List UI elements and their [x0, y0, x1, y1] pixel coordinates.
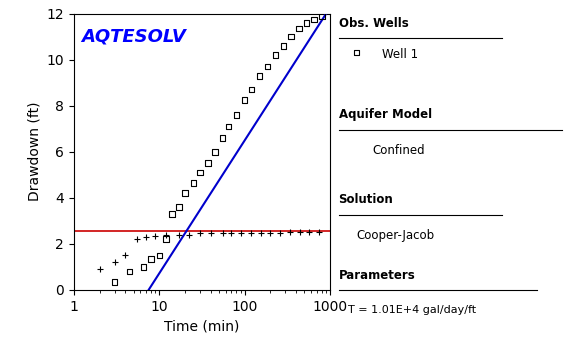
Point	[271, 53, 280, 58]
Point	[196, 231, 205, 236]
Point	[240, 97, 249, 103]
Text: Solution: Solution	[339, 193, 393, 206]
Point	[257, 231, 266, 236]
Point	[255, 73, 264, 78]
Point	[162, 232, 171, 237]
Point	[180, 190, 189, 196]
Point	[314, 229, 323, 235]
Text: T = 1.01E+4 gal/day/ft: T = 1.01E+4 gal/day/ft	[348, 305, 476, 315]
Point	[175, 232, 184, 237]
Point	[286, 229, 295, 235]
Point	[125, 269, 134, 274]
Point	[167, 211, 176, 217]
Point	[121, 253, 130, 258]
Point	[155, 253, 164, 258]
Point	[133, 237, 142, 242]
Point	[211, 149, 220, 154]
Point	[175, 204, 184, 210]
Point	[266, 231, 275, 236]
Point	[151, 233, 160, 238]
Point	[287, 34, 296, 39]
Point	[302, 20, 311, 26]
Point	[310, 17, 319, 22]
Point	[224, 124, 233, 129]
Text: Parameters: Parameters	[339, 269, 415, 282]
Point	[142, 234, 151, 240]
Text: Obs. Wells: Obs. Wells	[339, 17, 409, 30]
Point	[203, 161, 212, 166]
X-axis label: Time (min): Time (min)	[164, 319, 240, 333]
Point	[279, 43, 288, 49]
Point	[275, 231, 284, 236]
Point	[218, 231, 227, 236]
Point	[110, 260, 119, 265]
Point	[352, 50, 361, 55]
Point	[317, 13, 326, 19]
Point	[206, 231, 215, 236]
Point	[232, 112, 241, 118]
Point	[218, 135, 227, 140]
Point	[162, 237, 171, 242]
Point	[295, 229, 304, 235]
Point	[294, 26, 303, 31]
Point	[189, 180, 198, 186]
Point	[95, 266, 104, 272]
Point	[110, 279, 119, 284]
Point	[263, 64, 272, 69]
Text: Cooper-Jacob: Cooper-Jacob	[357, 229, 435, 242]
Y-axis label: Drawdown (ft): Drawdown (ft)	[27, 102, 41, 202]
Point	[196, 170, 205, 175]
Text: AQTESOLV: AQTESOLV	[82, 27, 187, 45]
Point	[146, 256, 155, 262]
Point	[247, 231, 256, 236]
Text: Well 1: Well 1	[382, 48, 418, 61]
Point	[184, 232, 193, 237]
Point	[139, 264, 148, 269]
Point	[247, 87, 256, 92]
Point	[236, 231, 245, 236]
Text: Aquifer Model: Aquifer Model	[339, 108, 432, 121]
Text: Confined: Confined	[373, 144, 425, 157]
Point	[227, 231, 236, 236]
Point	[304, 229, 314, 235]
